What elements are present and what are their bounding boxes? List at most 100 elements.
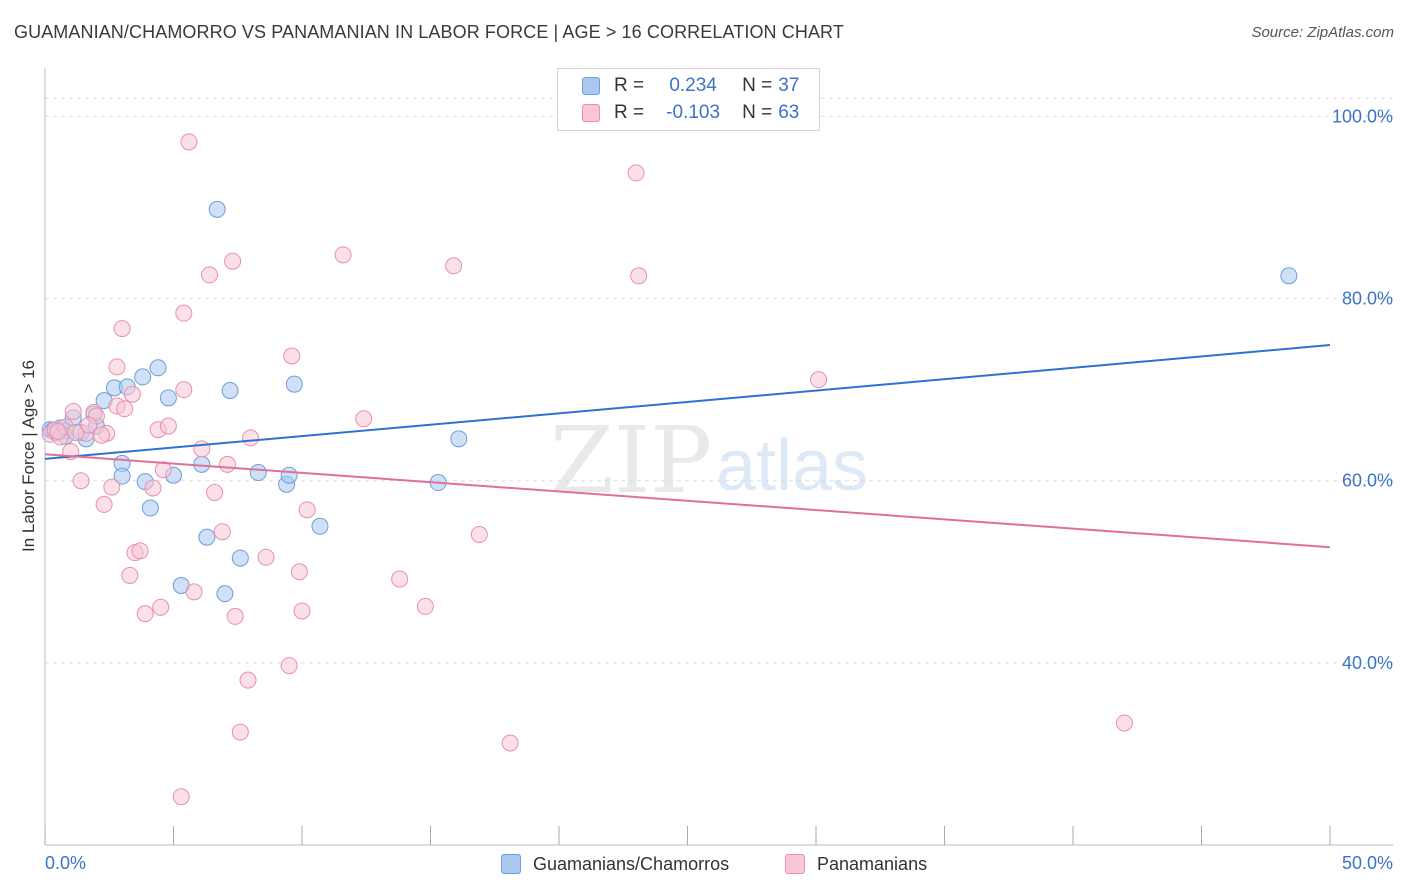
bottom-legend-guamanian: Guamanians/Chamorros <box>501 852 729 876</box>
y-tick-label: 80.0% <box>1342 289 1393 309</box>
guamanian-point <box>141 499 159 517</box>
legend-swatch-panamanian <box>785 854 805 874</box>
y-tick-label: 40.0% <box>1342 653 1393 673</box>
panamanian-point <box>470 525 488 543</box>
guamanian-point <box>221 382 239 400</box>
panamanian-point <box>180 133 198 151</box>
guamanian-point <box>311 517 329 535</box>
panamanian-point <box>113 320 131 338</box>
legend-row-panamanian: R = -0.103 N = 63 <box>582 101 799 125</box>
panamanian-point <box>226 607 244 625</box>
guamanian-point <box>280 466 298 484</box>
guamanian-trend-line <box>44 344 1331 460</box>
legend-label-panamanian: Panamanians <box>817 853 928 874</box>
guamanian-point <box>134 368 152 386</box>
panamanian-trend-line <box>44 453 1331 549</box>
y-tick-label: 100.0% <box>1332 106 1393 126</box>
panamanian-point <box>64 403 82 420</box>
r-value: -0.103 <box>666 102 721 123</box>
panamanian-point <box>630 267 648 285</box>
guamanian-point <box>1280 267 1298 285</box>
r-value: 0.234 <box>669 75 717 96</box>
chart-title: GUAMANIAN/CHAMORRO VS PANAMANIAN IN LABO… <box>14 22 844 42</box>
panamanian-point <box>103 478 121 496</box>
panamanian-point <box>231 723 249 741</box>
guamanian-point <box>159 389 177 407</box>
panamanian-point <box>200 266 218 284</box>
panamanian-point <box>224 252 242 270</box>
panamanian-point <box>283 347 301 365</box>
panamanian-point <box>131 542 149 560</box>
guamanian-point <box>208 200 226 218</box>
legend-swatch-guamanian <box>501 854 521 874</box>
panamanian-point <box>95 495 113 513</box>
panamanian-point <box>93 426 111 444</box>
panamanian-point <box>206 484 224 502</box>
n-value: 63 <box>778 102 800 123</box>
guamanian-point <box>450 430 468 448</box>
y-axis-title: In Labor Force | Age > 16 <box>19 360 38 552</box>
panamanian-point <box>445 257 463 275</box>
panamanian-point <box>116 400 134 418</box>
n-value: 37 <box>778 75 800 96</box>
guamanian-point <box>231 549 249 567</box>
panamanian-point <box>136 605 154 623</box>
guamanian-point <box>249 464 267 482</box>
source-credit: Source: ZipAtlas.com <box>1251 24 1394 41</box>
r-label: R = <box>614 75 645 96</box>
panamanian-point <box>159 417 177 435</box>
y-tick-label: 60.0% <box>1342 471 1393 491</box>
panamanian-point <box>280 657 298 675</box>
panamanian-point <box>152 598 170 616</box>
panamanian-point <box>239 671 257 689</box>
panamanian-point <box>290 563 308 581</box>
legend-row-guamanian: R = 0.234 N = 37 <box>582 74 799 98</box>
panamanian-point <box>298 501 316 519</box>
n-label: N = <box>742 75 773 96</box>
panamanian-point <box>257 548 275 566</box>
panamanian-point <box>67 423 85 441</box>
grid-lines <box>45 97 1393 664</box>
watermark-zip: ZIP <box>550 407 712 514</box>
panamanian-point <box>49 423 67 441</box>
n-label: N = <box>742 102 773 123</box>
panamanian-point <box>123 385 141 403</box>
legend-label-guamanian: Guamanians/Chamorros <box>533 853 730 874</box>
legend-swatch-guamanian <box>582 77 600 95</box>
panamanian-point <box>154 461 172 479</box>
guamanian-point <box>216 585 234 603</box>
panamanian-point <box>213 523 231 541</box>
guamanian-point <box>113 467 131 485</box>
guamanian-point <box>198 528 216 546</box>
stats-legend: R = 0.234 N = 37 R = -0.103 N = 63 <box>557 68 820 131</box>
panamanian-point <box>293 602 311 620</box>
panamanian-point <box>175 381 193 399</box>
panamanian-point <box>355 410 373 428</box>
panamanian-point <box>193 440 211 458</box>
r-label: R = <box>614 102 645 123</box>
panamanian-point <box>242 429 260 447</box>
x-tick-label-max: 50.0% <box>1342 853 1393 873</box>
guamanian-point <box>285 375 303 393</box>
panamanian-point <box>416 597 434 615</box>
panamanian-point <box>810 371 828 389</box>
data-points <box>41 133 1298 806</box>
panamanian-point <box>185 583 203 601</box>
panamanian-point <box>627 164 645 182</box>
panamanian-point <box>172 788 190 806</box>
panamanian-point <box>121 566 139 584</box>
panamanian-point <box>144 479 162 497</box>
watermark-atlas: atlas <box>716 426 868 506</box>
axes <box>44 68 1393 846</box>
legend-swatch-panamanian <box>582 104 600 122</box>
watermark: ZIP atlas <box>550 407 868 514</box>
panamanian-point <box>218 455 236 473</box>
panamanian-point <box>72 472 90 490</box>
panamanian-point <box>108 358 126 376</box>
trend-lines <box>44 344 1331 549</box>
panamanian-point <box>334 246 352 264</box>
axis-labels: 40.0% 60.0% 80.0% 100.0% 0.0% 50.0% <box>45 106 1393 873</box>
panamanian-point <box>391 570 409 588</box>
guamanian-point <box>149 359 167 377</box>
